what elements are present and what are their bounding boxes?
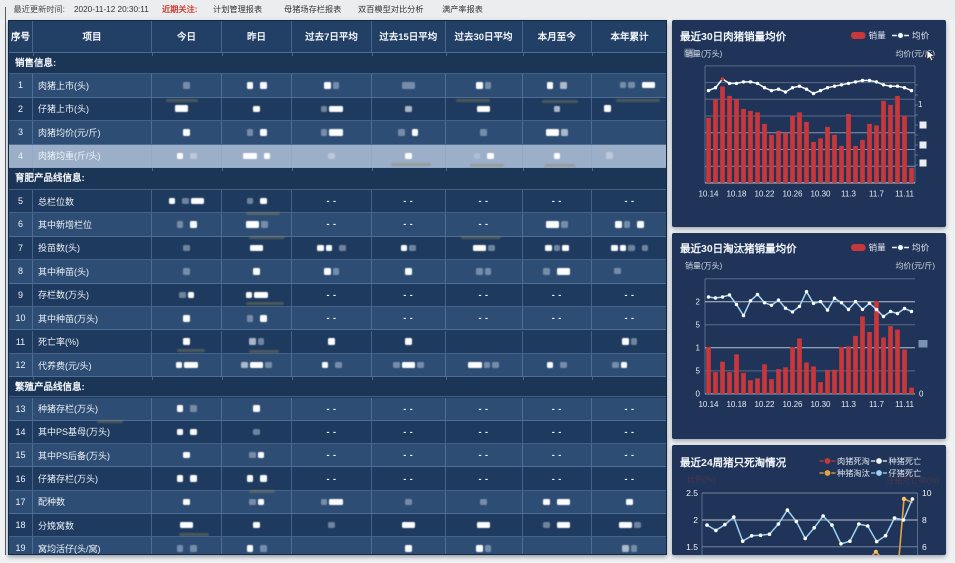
svg-text:均价(元/斤): 均价(元/斤) bbox=[895, 260, 935, 270]
svg-text:10.30: 10.30 bbox=[810, 189, 831, 198]
svg-text:10.30: 10.30 bbox=[810, 400, 831, 409]
svg-text:仔猪死亡率(%): 仔猪死亡率(%) bbox=[887, 475, 940, 485]
svg-text:0: 0 bbox=[919, 389, 924, 398]
svg-text:销量: 销量 bbox=[869, 29, 887, 40]
svg-text:1: 1 bbox=[696, 343, 701, 352]
svg-text:8: 8 bbox=[922, 515, 927, 525]
svg-text:10.14: 10.14 bbox=[698, 400, 719, 409]
svg-text:1.5: 1.5 bbox=[686, 542, 698, 552]
svg-text:10.18: 10.18 bbox=[726, 189, 747, 198]
svg-text:5: 5 bbox=[696, 320, 701, 329]
svg-text:均价(元/斤): 均价(元/斤) bbox=[895, 48, 935, 58]
svg-text:肉猪死淘: 肉猪死淘 bbox=[837, 456, 870, 466]
svg-text:10.22: 10.22 bbox=[754, 400, 775, 409]
svg-text:11.3: 11.3 bbox=[841, 189, 857, 198]
svg-text:11.11: 11.11 bbox=[895, 189, 914, 198]
svg-text:10.22: 10.22 bbox=[754, 189, 775, 198]
svg-text:10: 10 bbox=[922, 488, 932, 498]
svg-text:11.3: 11.3 bbox=[841, 400, 857, 409]
svg-text:比例(%): 比例(%) bbox=[687, 474, 716, 484]
svg-text:仔猪死亡: 仔猪死亡 bbox=[889, 468, 922, 478]
svg-text:6: 6 bbox=[922, 542, 927, 552]
svg-text:10.26: 10.26 bbox=[782, 189, 803, 198]
svg-text:最近30日淘汰猪销量均价: 最近30日淘汰猪销量均价 bbox=[680, 242, 797, 255]
svg-text:最近24周猪只死淘情况: 最近24周猪只死淘情况 bbox=[680, 456, 787, 469]
svg-text:1: 1 bbox=[918, 100, 923, 109]
svg-text:均价: 均价 bbox=[912, 29, 930, 40]
svg-text:种猪死亡: 种猪死亡 bbox=[889, 456, 922, 466]
svg-text:0: 0 bbox=[696, 389, 701, 398]
svg-text:最近30日肉猪销量均价: 最近30日肉猪销量均价 bbox=[680, 30, 787, 43]
svg-text:销量(万头): 销量(万头) bbox=[685, 260, 723, 270]
svg-text:均价: 均价 bbox=[912, 241, 930, 252]
svg-text:11.7: 11.7 bbox=[869, 189, 885, 198]
svg-text:2.5: 2.5 bbox=[686, 488, 698, 498]
svg-text:销量: 销量 bbox=[869, 241, 887, 252]
svg-text:5: 5 bbox=[696, 366, 701, 375]
svg-text:11.11: 11.11 bbox=[895, 400, 914, 409]
svg-text:11.7: 11.7 bbox=[869, 400, 885, 409]
svg-text:10.14: 10.14 bbox=[698, 189, 719, 198]
svg-text:10.26: 10.26 bbox=[782, 400, 803, 409]
svg-text:种猪淘汰: 种猪淘汰 bbox=[837, 468, 870, 478]
svg-text:10.18: 10.18 bbox=[726, 400, 747, 409]
svg-text:2: 2 bbox=[693, 515, 698, 525]
svg-text:销量(万头): 销量(万头) bbox=[685, 48, 723, 58]
svg-text:2: 2 bbox=[696, 297, 701, 306]
